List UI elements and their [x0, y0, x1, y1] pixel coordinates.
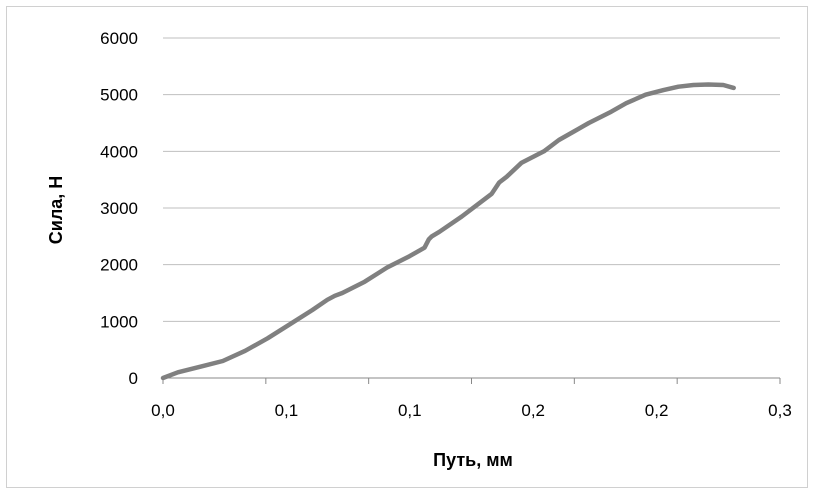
x-tick-label: 0,0 — [151, 401, 175, 420]
series-line — [160, 82, 736, 381]
y-tick-label: 2000 — [100, 256, 138, 275]
series-layer — [160, 82, 736, 381]
tick-labels: 0 1000 2000 3000 4000 5000 6000 0,0 0,1 0,1 0,2 0,2… — [100, 29, 792, 420]
y-tick-label: 5000 — [100, 86, 138, 105]
y-tick-label: 6000 — [100, 29, 138, 48]
x-tick-label: 0,1 — [275, 401, 299, 420]
x-tick-label: 0,1 — [398, 401, 422, 420]
y-tick-label: 0 — [129, 369, 138, 388]
y-tick-label: 4000 — [100, 142, 138, 161]
x-tick-label: 0,2 — [645, 401, 669, 420]
gridlines — [163, 37, 780, 322]
y-tick-label: 1000 — [100, 312, 138, 331]
x-tick-label: 0,3 — [768, 401, 792, 420]
x-axis-title: Путь, мм — [433, 450, 513, 470]
y-axis-title: Сила, Н — [46, 176, 66, 245]
x-tick-label: 0,2 — [521, 401, 545, 420]
axes — [162, 377, 781, 384]
y-tick-label: 3000 — [100, 199, 138, 218]
